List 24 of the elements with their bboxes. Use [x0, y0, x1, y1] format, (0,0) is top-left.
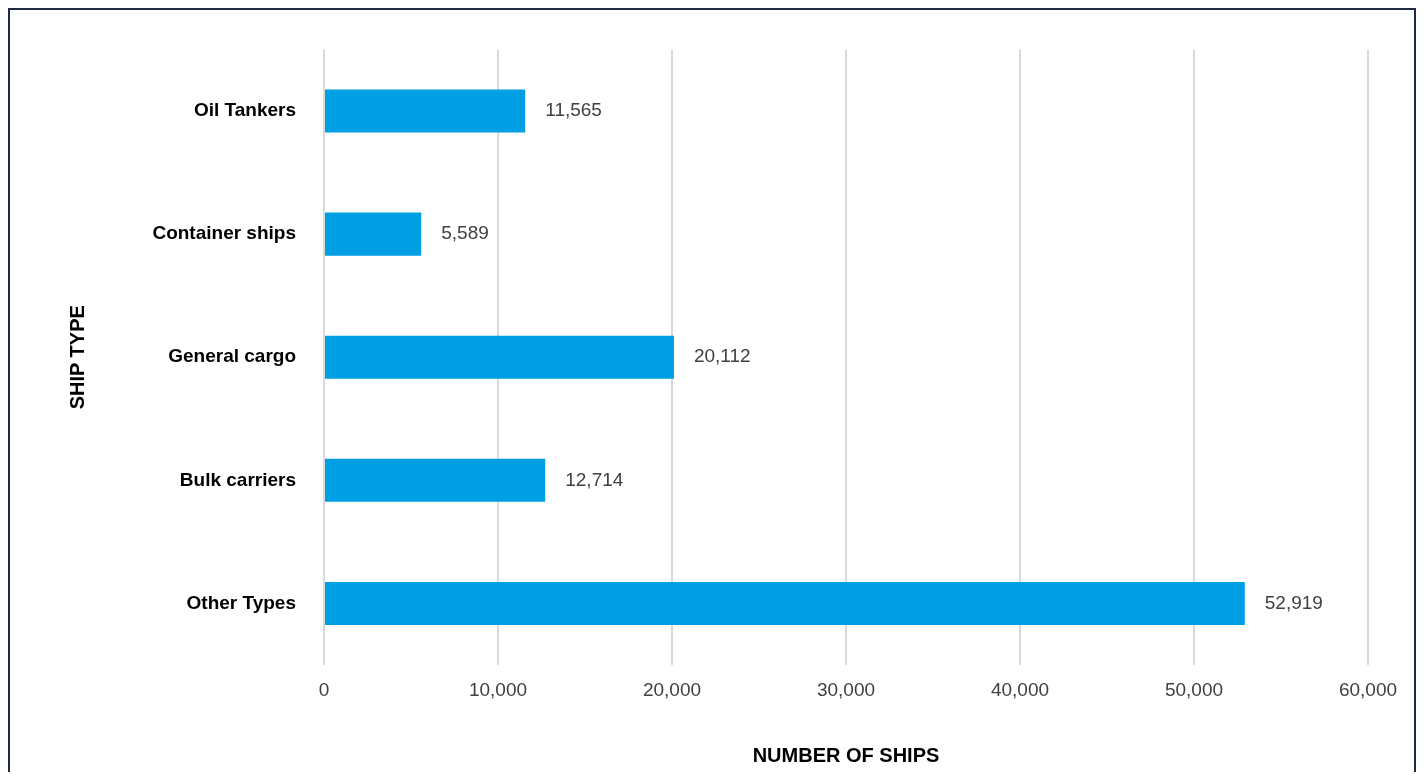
x-tick-label: 20,000 [642, 678, 702, 700]
y-tick-label: General cargo [168, 345, 296, 367]
bar [325, 335, 674, 379]
data-label: 12,714 [565, 468, 624, 490]
data-label: 52,919 [1264, 591, 1323, 613]
y-axis-title: SHIP TYPE [65, 305, 88, 410]
y-tick-label: Bulk carriers [179, 468, 296, 490]
data-label: 11,565 [545, 99, 602, 121]
x-tick-label: 60,000 [1338, 678, 1398, 700]
data-label: 5,589 [441, 222, 489, 244]
bar [325, 581, 1245, 625]
x-tick-label: 30,000 [816, 678, 876, 700]
y-tick-label: Other Types [186, 591, 296, 613]
x-tick-label: 0 [318, 678, 330, 700]
x-tick-label: 50,000 [1164, 678, 1224, 700]
bar [325, 212, 422, 256]
y-tick-label: Oil Tankers [193, 99, 296, 121]
bar [325, 458, 546, 502]
x-tick-label: 40,000 [990, 678, 1050, 700]
x-tick-label: 10,000 [468, 678, 528, 700]
data-label: 20,112 [693, 345, 751, 367]
bar [325, 89, 526, 133]
y-tick-label: Container ships [152, 222, 296, 244]
x-axis-title: NUMBER OF SHIPS [752, 743, 940, 766]
